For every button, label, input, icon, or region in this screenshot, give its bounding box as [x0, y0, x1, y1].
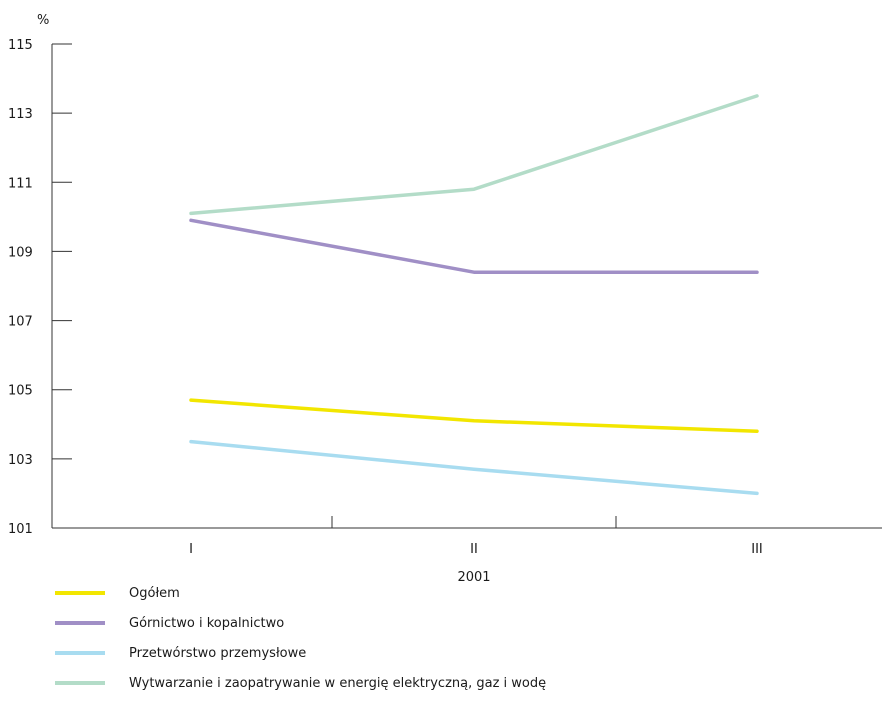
y-tick-label: 115 — [8, 38, 33, 53]
legend-swatch — [55, 591, 105, 595]
legend-label: Ogółem — [129, 585, 180, 601]
y-tick-label: 101 — [8, 522, 33, 537]
series-line-2 — [189, 218, 759, 274]
x-axis-title: 2001 — [457, 570, 490, 585]
x-tick-label: II — [470, 542, 478, 557]
legend-item: Wytwarzanie i zaopatrywanie w energię el… — [55, 673, 546, 693]
y-axis: 101 103 105 107 109 111 113 115 — [8, 38, 72, 537]
legend-item: Górnictwo i kopalnictwo — [55, 613, 284, 633]
x-tick-label: III — [751, 542, 763, 557]
legend-label: Przetwórstwo przemysłowe — [129, 645, 307, 661]
series-line-1 — [189, 398, 759, 433]
y-tick-label: 111 — [8, 176, 33, 191]
legend-swatch — [55, 621, 105, 625]
legend-item: Przetwórstwo przemysłowe — [55, 643, 306, 663]
legend-label: Wytwarzanie i zaopatrywanie w energię el… — [129, 675, 547, 691]
series-line-4 — [189, 94, 759, 216]
legend-label: Górnictwo i kopalnictwo — [129, 615, 285, 631]
x-axis: I II III — [52, 516, 882, 557]
legend-swatch — [55, 681, 105, 685]
y-tick-label: 107 — [8, 315, 33, 330]
y-tick-label: 113 — [8, 107, 33, 122]
legend-item: Ogółem — [55, 583, 180, 603]
series-line-3 — [189, 439, 759, 496]
y-tick-label: 105 — [8, 384, 33, 399]
y-tick-label: 103 — [8, 453, 33, 468]
y-tick-label: 109 — [8, 245, 33, 260]
legend-swatch — [55, 651, 105, 655]
series-layer — [189, 94, 759, 496]
x-tick-label: I — [189, 542, 193, 557]
y-axis-unit-label: % — [37, 13, 49, 28]
